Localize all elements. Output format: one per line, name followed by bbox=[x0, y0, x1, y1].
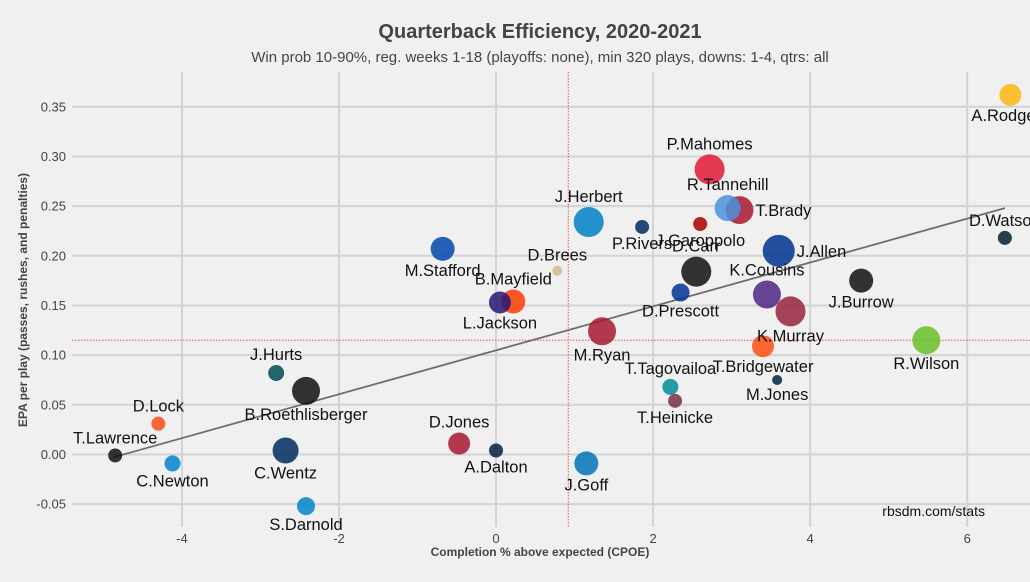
data-point bbox=[997, 230, 1012, 245]
data-point bbox=[752, 280, 781, 309]
data-point-label: J.Burrow bbox=[829, 294, 894, 312]
data-point-label: R.Tannehill bbox=[687, 176, 769, 194]
data-point-label: L.Jackson bbox=[463, 314, 537, 332]
data-point-label: B.Roethlisberger bbox=[245, 406, 368, 424]
x-tick-label: -2 bbox=[333, 531, 345, 546]
data-point bbox=[297, 497, 316, 516]
data-point bbox=[573, 207, 604, 238]
data-point bbox=[151, 416, 166, 431]
data-point bbox=[588, 317, 617, 346]
data-point bbox=[849, 268, 874, 293]
data-point-label: K.Murray bbox=[757, 327, 825, 345]
data-point-label: T.Tagovailoa bbox=[624, 360, 717, 378]
y-tick-label: 0.00 bbox=[41, 447, 66, 462]
y-tick-label: 0.35 bbox=[41, 99, 66, 114]
data-point bbox=[489, 443, 504, 458]
data-point-label: A.Dalton bbox=[464, 459, 527, 477]
data-point-label: D.Watson bbox=[969, 212, 1030, 230]
data-point-label: T.Bridgewater bbox=[713, 358, 814, 376]
data-point-label: T.Heinicke bbox=[637, 409, 713, 427]
data-point bbox=[292, 376, 321, 405]
data-point-label: J.Hurts bbox=[250, 346, 302, 364]
data-point bbox=[662, 378, 679, 395]
data-point-label: C.Wentz bbox=[254, 465, 317, 483]
data-point bbox=[268, 365, 285, 382]
y-axis-title: EPA per play (passes, rushes, and penalt… bbox=[16, 173, 30, 427]
y-tick-label: -0.05 bbox=[36, 497, 66, 512]
data-point-label: M.Ryan bbox=[574, 346, 631, 364]
data-point bbox=[635, 219, 650, 234]
data-point bbox=[552, 265, 563, 276]
data-point-label: B.Mayfield bbox=[475, 270, 552, 288]
data-point-label: D.Carr bbox=[672, 238, 721, 256]
data-point bbox=[999, 83, 1022, 106]
data-point bbox=[752, 335, 775, 358]
data-point-label: D.Prescott bbox=[642, 303, 719, 321]
y-tick-label: 0.05 bbox=[41, 397, 66, 412]
data-point bbox=[488, 291, 511, 314]
data-point bbox=[681, 256, 712, 287]
point-labels-layer: A.Rodgers P.Mahomes T.Brady R.Tannehill D.Wa… bbox=[73, 107, 1030, 534]
data-point-label: M.Stafford bbox=[405, 262, 481, 280]
x-tick-label: 6 bbox=[964, 531, 971, 546]
chart-title: Quarterback Efficiency, 2020-2021 bbox=[378, 21, 701, 43]
data-point-label: A.Rodgers bbox=[971, 107, 1030, 125]
data-point-label: P.Rivers bbox=[612, 235, 672, 253]
trend-line-group bbox=[112, 207, 1006, 459]
data-point-label: J.Allen bbox=[797, 243, 847, 261]
chart-subtitle: Win prob 10-90%, reg. weeks 1-18 (playof… bbox=[251, 49, 829, 66]
y-tick-label: 0.20 bbox=[41, 248, 66, 263]
data-point bbox=[164, 455, 181, 472]
y-tick-label: 0.15 bbox=[41, 298, 66, 313]
data-point bbox=[671, 283, 690, 302]
source-credit: rbsdm.com/stats bbox=[882, 503, 985, 519]
data-point-label: D.Lock bbox=[133, 398, 185, 416]
data-point-label: M.Jones bbox=[746, 386, 808, 404]
data-point bbox=[694, 154, 725, 185]
data-point bbox=[430, 236, 455, 261]
data-point bbox=[693, 216, 708, 231]
x-tick-label: 4 bbox=[807, 531, 814, 546]
data-point-label: C.Newton bbox=[136, 472, 208, 490]
data-point-label: J.Goff bbox=[564, 476, 608, 494]
data-point-label: D.Brees bbox=[527, 247, 587, 265]
data-point bbox=[272, 437, 299, 464]
data-point-label: P.Mahomes bbox=[667, 135, 753, 153]
data-point-label: S.Darnold bbox=[269, 516, 342, 534]
y-tick-label: 0.10 bbox=[41, 348, 66, 363]
data-point bbox=[574, 451, 599, 476]
data-point bbox=[775, 296, 806, 327]
data-point-label: J.Garoppolo bbox=[655, 232, 745, 250]
data-point bbox=[448, 432, 471, 455]
x-tick-label: 0 bbox=[492, 531, 499, 546]
tick-labels: -4 -2 0 2 4 6 -0.05 0.00 0.05 0.10 0.15 0.20 0.25 0.3… bbox=[36, 99, 970, 546]
data-point-label: T.Brady bbox=[755, 202, 812, 220]
data-point bbox=[668, 393, 683, 408]
data-point bbox=[762, 234, 795, 267]
data-point bbox=[912, 326, 941, 355]
data-point bbox=[108, 448, 123, 463]
reference-lines bbox=[72, 72, 1030, 527]
data-point bbox=[772, 374, 783, 385]
y-tick-label: 0.30 bbox=[41, 149, 66, 164]
data-point-label: D.Jones bbox=[429, 414, 490, 432]
data-point-label: T.Lawrence bbox=[73, 429, 157, 447]
y-tick-label: 0.25 bbox=[41, 199, 66, 214]
x-tick-label: 2 bbox=[649, 531, 656, 546]
data-point bbox=[714, 195, 741, 222]
points-layer bbox=[108, 83, 1022, 516]
x-tick-label: -4 bbox=[176, 531, 188, 546]
data-point-label: J.Herbert bbox=[555, 188, 623, 206]
grid-lines bbox=[72, 72, 1030, 527]
x-axis-title: Completion % above expected (CPOE) bbox=[431, 545, 650, 559]
trend-line bbox=[112, 207, 1006, 459]
data-point-label: R.Wilson bbox=[893, 355, 959, 373]
data-point-label: K.Cousins bbox=[729, 262, 804, 280]
